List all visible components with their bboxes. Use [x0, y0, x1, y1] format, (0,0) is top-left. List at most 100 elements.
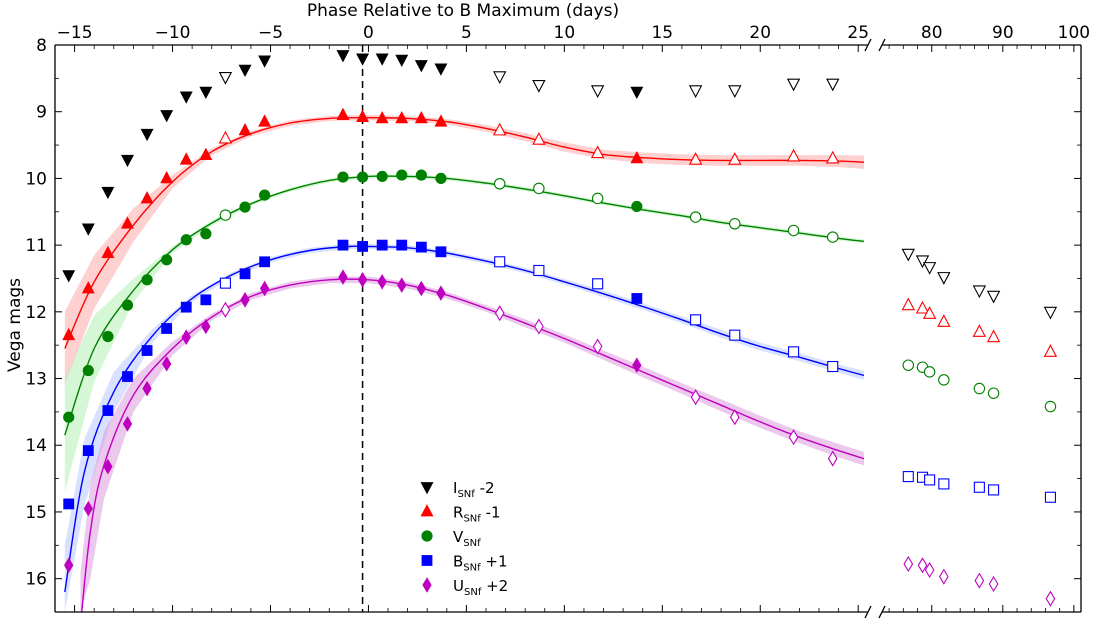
- point-B-15: [415, 241, 427, 253]
- point-U-3: [122, 416, 133, 432]
- y-tick-label: 11: [25, 236, 47, 256]
- point-U-9: [240, 292, 250, 308]
- point-I-8: [218, 71, 233, 85]
- series-V: [63, 169, 1057, 423]
- point-I-14: [395, 54, 409, 68]
- point-B-5: [161, 323, 173, 334]
- point-I-25: [901, 248, 916, 262]
- point-U-0: [64, 557, 74, 574]
- point-V-8: [219, 209, 232, 221]
- point-U-7: [201, 318, 211, 335]
- y-tick-label: 14: [25, 436, 47, 456]
- point-I-4: [140, 128, 154, 142]
- y-axis-title: Vega mags: [5, 278, 25, 372]
- point-I-28: [937, 272, 951, 285]
- point-I-6: [179, 91, 193, 104]
- x-tick-label: 25: [847, 23, 869, 43]
- point-R-16: [434, 114, 448, 127]
- point-B-11: [337, 239, 349, 251]
- y-tick-label: 12: [25, 303, 47, 323]
- point-U-22: [729, 409, 740, 426]
- point-V-21: [689, 211, 702, 223]
- point-I-0: [62, 270, 76, 283]
- point-U-4: [142, 380, 152, 397]
- point-U-18: [534, 318, 544, 335]
- point-B-2: [102, 405, 114, 416]
- point-U-12: [357, 272, 368, 288]
- point-U-1: [83, 500, 93, 517]
- point-V-30: [987, 387, 1000, 399]
- point-I-24: [826, 78, 840, 92]
- y-tick-label: 15: [25, 503, 47, 523]
- point-B-8: [219, 277, 231, 289]
- point-V-22: [729, 218, 741, 230]
- x-tick-label: 80: [921, 23, 943, 43]
- point-B-10: [259, 256, 271, 268]
- point-I-21: [688, 85, 703, 99]
- legend-label-R: RSNf -1: [453, 504, 501, 525]
- point-R-20: [630, 151, 644, 164]
- plot-frame: [54, 38, 1082, 619]
- point-B-25: [902, 471, 914, 483]
- point-U-27: [924, 561, 935, 579]
- legend-entry-R: RSNf -1: [420, 504, 501, 525]
- point-R-17: [492, 122, 507, 136]
- point-U-11: [338, 269, 348, 285]
- point-B-17: [494, 256, 506, 268]
- point-V-15: [415, 169, 427, 181]
- series-I: [62, 50, 1058, 320]
- legend-entry-I: ISNf -2: [420, 479, 495, 500]
- point-V-10: [259, 189, 271, 201]
- legend-label-V: VSNf: [453, 528, 481, 549]
- y-tick-label: 13: [25, 370, 47, 390]
- point-R-19: [590, 145, 605, 159]
- point-R-21: [688, 152, 703, 165]
- axis-break-mark-2: [864, 605, 872, 619]
- point-I-11: [336, 50, 350, 63]
- point-B-7: [200, 294, 212, 306]
- point-R-10: [258, 114, 272, 127]
- legend-marker-R: [420, 504, 434, 517]
- y-tick-label: 9: [36, 103, 47, 123]
- point-U-2: [103, 458, 113, 475]
- point-I-18: [532, 79, 546, 93]
- point-I-13: [375, 53, 389, 66]
- point-I-22: [728, 85, 742, 99]
- axis-ticks: −15 −10 −5 0 5 10 15 20 25 80 90 100 8 9 10 11 12 13 14 15 1…: [25, 23, 1090, 612]
- point-R-6: [179, 152, 193, 165]
- legend-entry-V: VSNf: [421, 528, 481, 549]
- point-I-17: [492, 71, 507, 85]
- point-B-19: [592, 278, 604, 290]
- point-U-29: [974, 572, 985, 589]
- point-U-6: [181, 329, 191, 345]
- point-U-5: [161, 356, 172, 372]
- point-R-13: [375, 111, 389, 124]
- point-B-18: [533, 264, 545, 277]
- point-V-5: [161, 254, 173, 266]
- point-V-9: [239, 201, 251, 213]
- x-tick-label: 5: [461, 23, 472, 43]
- point-R-11: [336, 107, 350, 120]
- point-V-12: [356, 171, 369, 183]
- point-I-5: [160, 110, 174, 123]
- point-R-2: [101, 245, 115, 259]
- point-U-10: [259, 280, 270, 297]
- point-B-9: [239, 268, 251, 280]
- point-U-28: [938, 568, 949, 585]
- point-B-28: [938, 478, 950, 490]
- point-U-31: [1045, 590, 1056, 607]
- point-B-29: [973, 481, 985, 493]
- x-tick-label: 90: [992, 23, 1014, 43]
- x-tick-label: −15: [57, 23, 93, 43]
- point-V-4: [141, 274, 153, 286]
- point-I-23: [786, 78, 801, 92]
- point-U-30: [988, 575, 999, 593]
- x-tick-label: 15: [651, 23, 673, 43]
- point-V-6: [180, 234, 192, 246]
- point-R-25: [901, 297, 916, 311]
- point-R-5: [160, 171, 174, 184]
- point-I-30: [986, 290, 1001, 304]
- point-I-26: [915, 255, 930, 269]
- point-V-25: [902, 359, 915, 371]
